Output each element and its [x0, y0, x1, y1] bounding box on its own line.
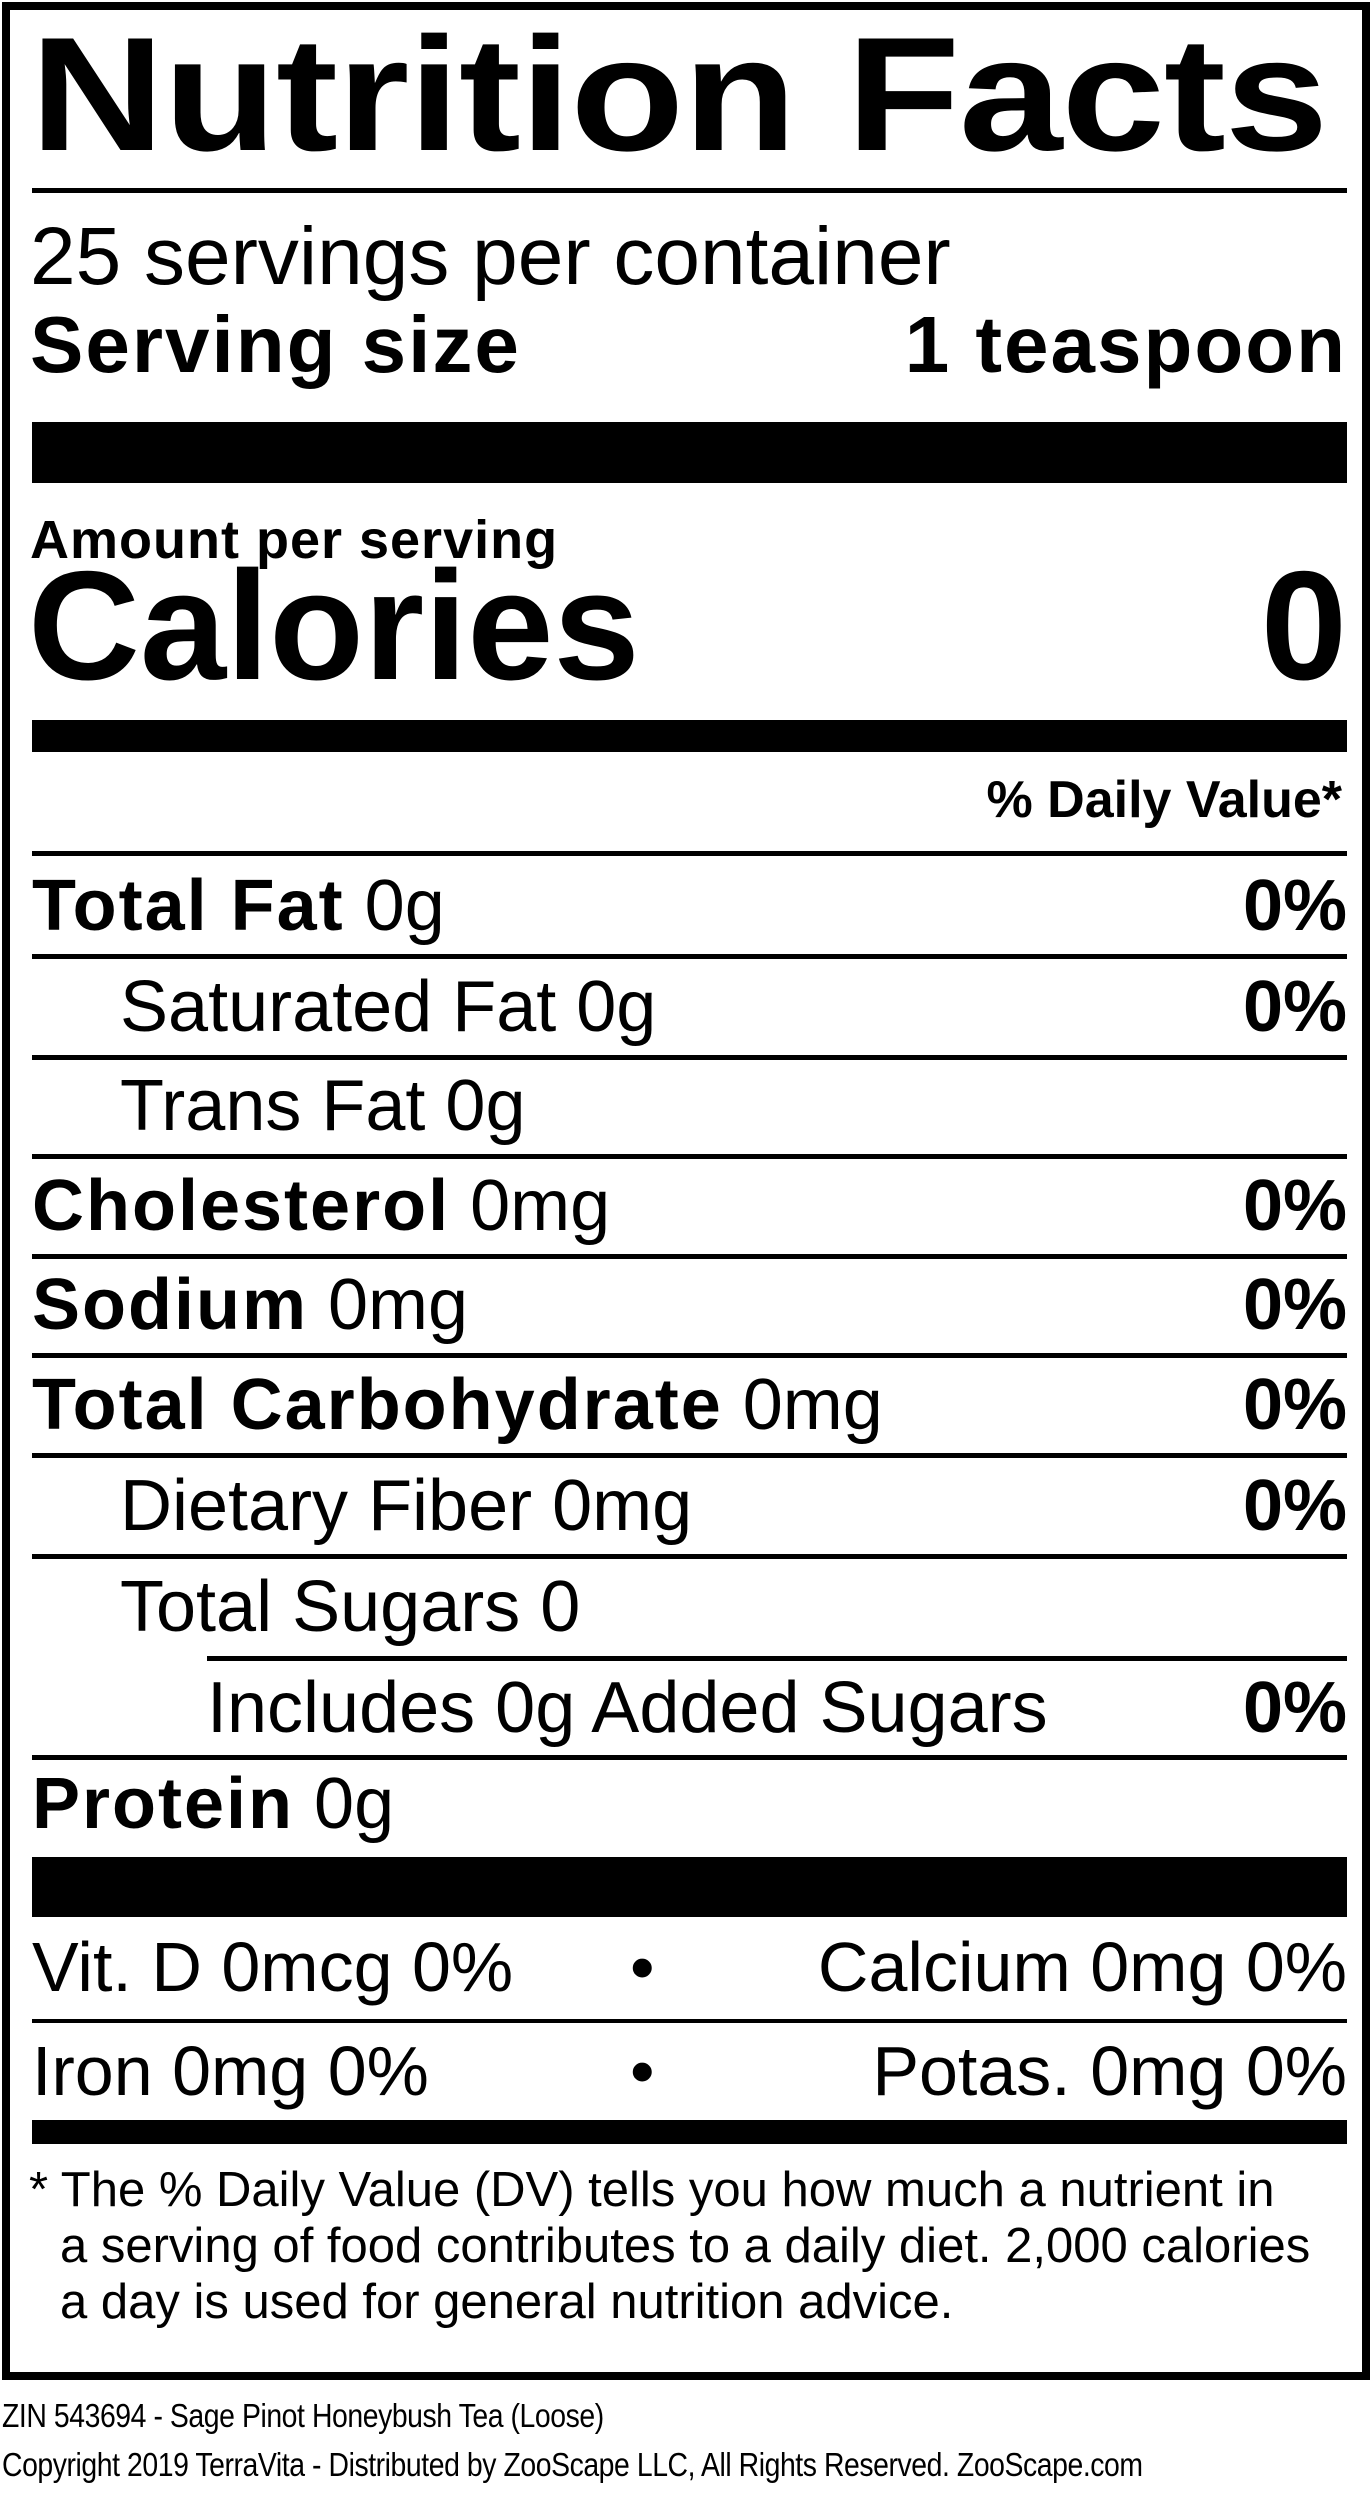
calories-value: 0 — [1260, 539, 1347, 712]
iron: Iron 0mg 0% — [32, 2032, 429, 2110]
copyright-line: Copyright 2019 TerraVita - Distributed b… — [2, 2446, 1143, 2483]
nutrient-row-total-fat: Total Fat 0g 0% — [32, 856, 1347, 956]
divider — [32, 1755, 1347, 1760]
divider — [207, 1656, 1347, 1661]
divider — [32, 851, 1347, 856]
divider — [32, 1055, 1347, 1060]
nutrient-name: Dietary Fiber 0mg — [120, 1466, 693, 1546]
nutrition-label-border — [2, 2, 1370, 2380]
nutrient-dv: 0% — [1242, 1668, 1347, 1748]
divider — [32, 1353, 1347, 1358]
calcium: Calcium 0mg 0% — [817, 1928, 1347, 2006]
bullet-separator: • — [630, 1928, 655, 2006]
nutrient-row-dietary-fiber: Dietary Fiber 0mg 0% — [32, 1456, 1347, 1556]
footnote-line: * The % Daily Value (DV) tells you how m… — [29, 2163, 1275, 2217]
footnote-line: a day is used for general nutrition advi… — [60, 2275, 954, 2329]
nutrient-amount: 0mg — [328, 1265, 469, 1345]
nutrient-amount: 0g — [364, 866, 445, 946]
calories-label: Calories — [28, 539, 640, 712]
footnote-line: a serving of food contributes to a daily… — [60, 2219, 1311, 2273]
nutrient-name: Protein — [32, 1764, 295, 1844]
divider — [32, 188, 1347, 193]
vitamin-d: Vit. D 0mcg 0% — [32, 1928, 514, 2006]
nutrient-dv: 0% — [1242, 1365, 1347, 1445]
nutrient-row-total-carbohydrate: Total Carbohydrate 0mg 0% — [32, 1355, 1347, 1455]
nutrient-name: Total Carbohydrate — [32, 1365, 723, 1445]
nutrient-dv: 0% — [1242, 1166, 1347, 1246]
nutrient-dv: 0% — [1242, 967, 1347, 1047]
divider — [32, 1554, 1347, 1559]
nutrient-dv: 0% — [1242, 866, 1347, 946]
nutrient-row-cholesterol: Cholesterol 0mg 0% — [32, 1156, 1347, 1256]
nutrient-row-added-sugars: Includes 0g Added Sugars 0% — [32, 1658, 1347, 1758]
nutrient-amount: 0g — [314, 1764, 395, 1844]
label-title: Nutrition Facts — [30, 4, 1328, 185]
nutrient-row-trans-fat: Trans Fat 0g — [32, 1056, 1347, 1156]
nutrient-dv: 0% — [1242, 1466, 1347, 1546]
divider — [32, 1254, 1347, 1259]
serving-size-value: 1 teaspoon — [904, 300, 1347, 389]
daily-value-footnote: * The % Daily Value (DV) tells you how m… — [29, 2162, 1329, 2330]
divider — [32, 2019, 1347, 2023]
nutrient-name: Sodium — [32, 1265, 308, 1345]
nutrient-row-sodium: Sodium 0mg 0% — [32, 1255, 1347, 1355]
nutrient-row-saturated-fat: Saturated Fat 0g 0% — [32, 957, 1347, 1057]
divider — [32, 1453, 1347, 1458]
nutrient-name: Includes 0g Added Sugars — [207, 1668, 1048, 1748]
nutrient-row-total-sugars: Total Sugars 0 — [32, 1557, 1347, 1657]
vitamin-row: Vit. D 0mcg 0% • Calcium 0mg 0% — [32, 1917, 1347, 2017]
servings-per-container: 25 servings per container — [30, 211, 951, 302]
potassium: Potas. 0mg 0% — [872, 2032, 1347, 2110]
vitamin-row: Iron 0mg 0% • Potas. 0mg 0% — [32, 2021, 1347, 2121]
thick-divider — [32, 720, 1347, 752]
divider — [32, 954, 1347, 959]
thick-divider — [32, 2120, 1347, 2144]
daily-value-header: % Daily Value* — [986, 771, 1342, 829]
divider — [32, 1154, 1347, 1159]
nutrient-dv: 0% — [1242, 1265, 1347, 1345]
nutrient-name: Trans Fat 0g — [120, 1066, 526, 1146]
amount-per-serving: Amount per serving — [30, 510, 559, 570]
thick-divider — [32, 1857, 1347, 1917]
nutrient-name: Total Fat — [32, 866, 345, 946]
nutrient-amount: 0mg — [742, 1365, 883, 1445]
thick-divider — [32, 422, 1347, 483]
nutrient-name: Total Sugars 0 — [120, 1567, 581, 1647]
product-line: ZIN 543694 - Sage Pinot Honeybush Tea (L… — [2, 2397, 604, 2434]
nutrient-name: Saturated Fat 0g — [120, 967, 657, 1047]
nutrient-row-protein: Protein 0g — [32, 1754, 1347, 1854]
bullet-separator: • — [630, 2032, 655, 2110]
nutrient-name: Cholesterol — [32, 1166, 451, 1246]
serving-size-label: Serving size — [30, 300, 521, 389]
nutrient-amount: 0mg — [470, 1166, 611, 1246]
